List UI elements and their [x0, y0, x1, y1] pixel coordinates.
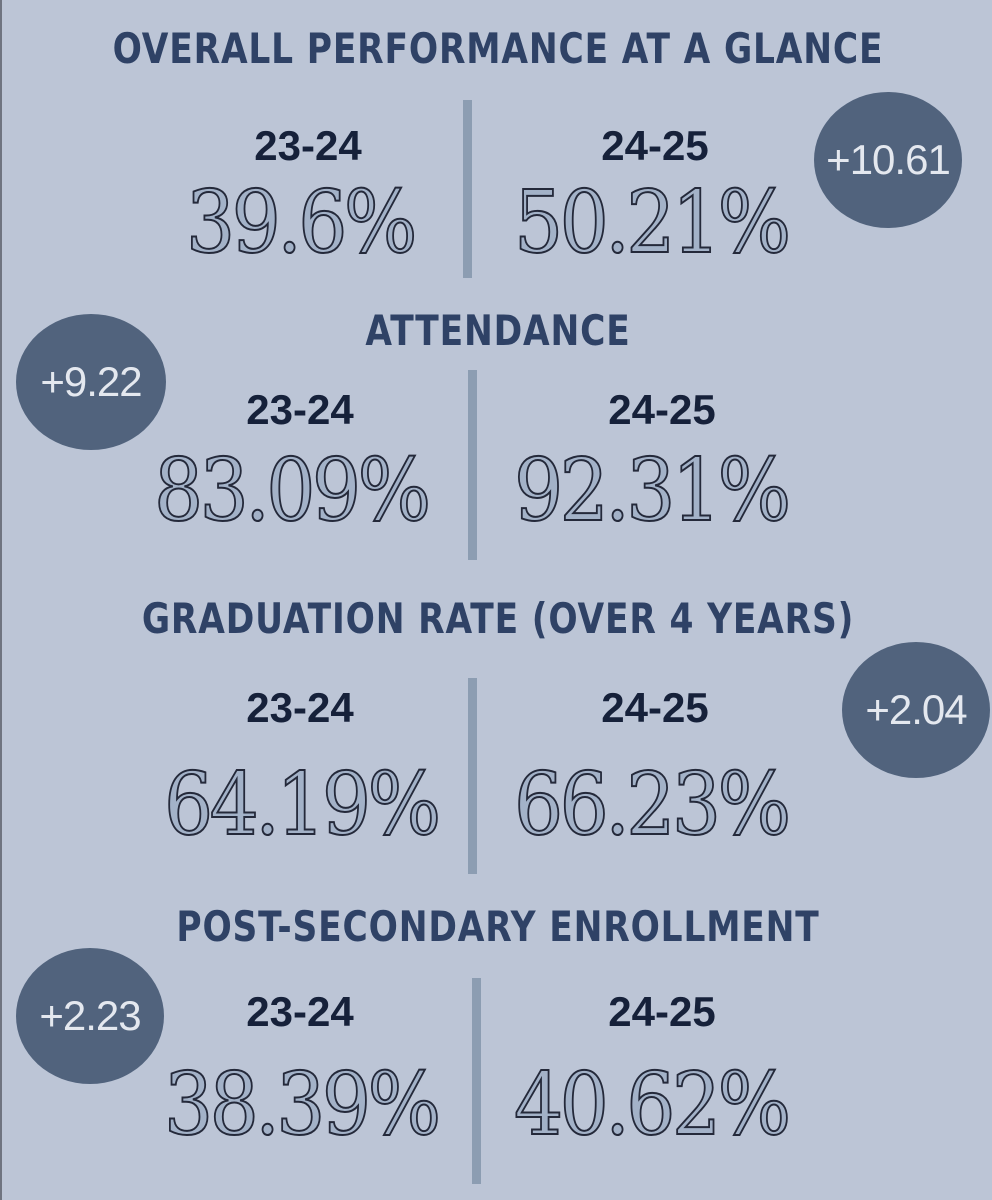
year-label-prev: 23-24 — [254, 122, 362, 169]
year-label-curr: 24-25 — [608, 988, 716, 1035]
divider — [463, 100, 472, 278]
year-label-prev: 23-24 — [246, 988, 354, 1035]
value-prev: 64.19% — [163, 755, 442, 855]
section-title: OVERALL PERFORMANCE AT A GLANCE — [112, 24, 884, 73]
change-badge: +2.23 — [16, 948, 164, 1084]
value-curr: 92.31% — [513, 441, 792, 541]
year-label-prev: 23-24 — [246, 684, 354, 731]
section-title: GRADUATION RATE (OVER 4 YEARS) — [141, 594, 855, 643]
divider — [468, 678, 477, 874]
value-prev: 83.09% — [153, 441, 432, 541]
divider — [472, 978, 481, 1184]
section-title: ATTENDANCE — [365, 306, 631, 355]
value-curr: 40.62% — [513, 1055, 792, 1155]
year-label-curr: 24-25 — [608, 386, 716, 433]
section-title: POST-SECONDARY ENROLLMENT — [176, 902, 820, 951]
change-badge: +9.22 — [16, 314, 166, 450]
value-prev: 39.6% — [185, 173, 418, 273]
value-curr: 50.21% — [513, 173, 792, 273]
change-badge: +2.04 — [842, 642, 990, 778]
change-badge: +10.61 — [814, 92, 962, 228]
year-label-curr: 24-25 — [601, 122, 709, 169]
year-label-curr: 24-25 — [601, 684, 709, 731]
value-prev: 38.39% — [163, 1055, 442, 1155]
divider — [468, 370, 477, 560]
value-curr: 66.23% — [513, 755, 792, 855]
year-label-prev: 23-24 — [246, 386, 354, 433]
